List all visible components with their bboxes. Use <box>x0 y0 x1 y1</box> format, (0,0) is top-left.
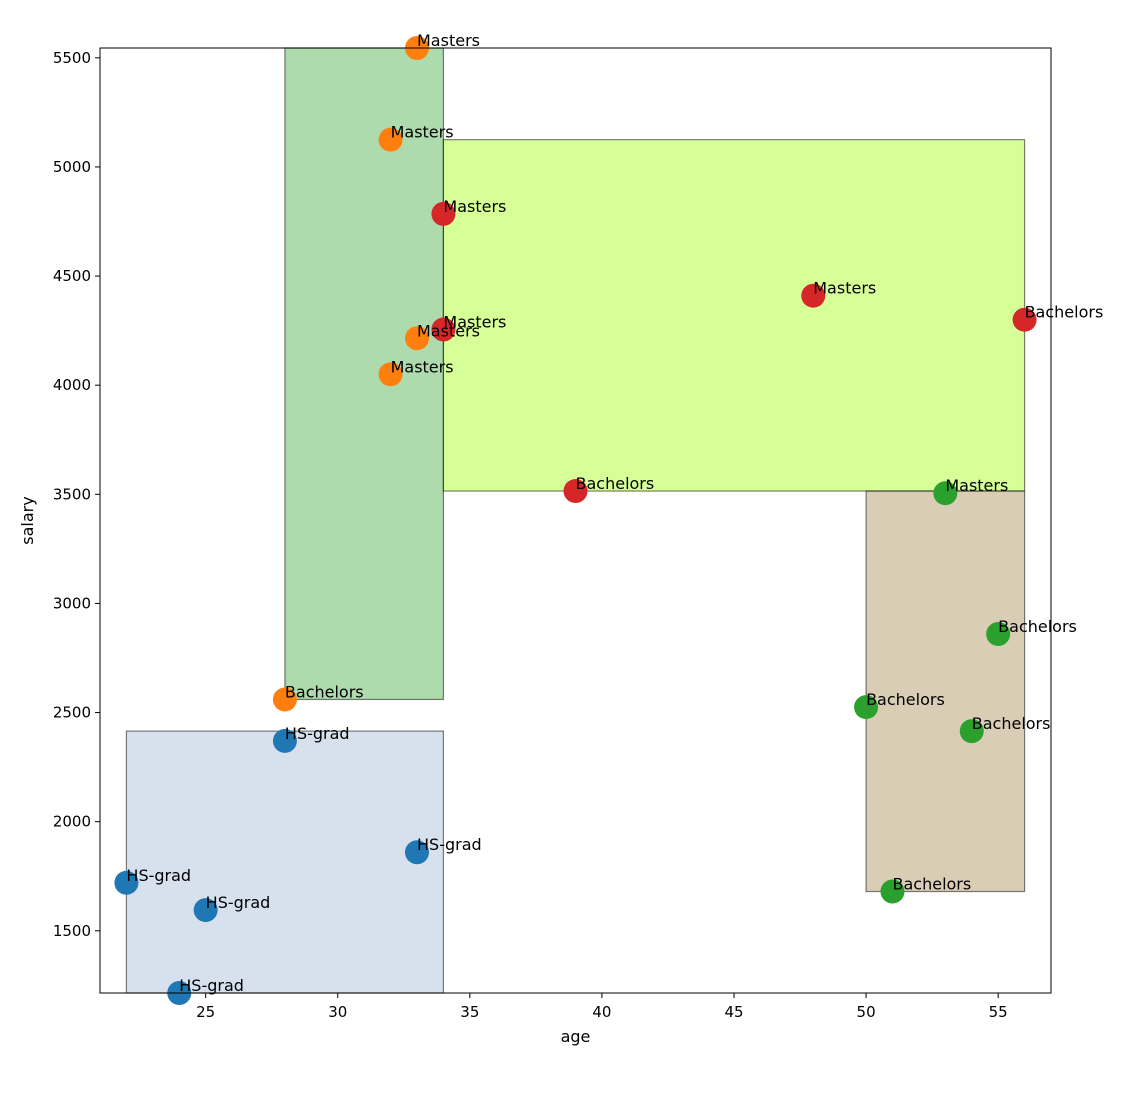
point-label: Masters <box>417 31 480 50</box>
y-axis-label: salary <box>18 496 37 544</box>
point-label: Bachelors <box>576 474 655 493</box>
y-tick-label: 2000 <box>53 813 91 831</box>
data-point <box>1012 307 1037 332</box>
x-tick-label: 25 <box>196 1003 215 1021</box>
region-rect-2 <box>284 47 445 701</box>
point-label: Masters <box>417 321 480 340</box>
data-point <box>431 201 456 226</box>
x-tick-label: 30 <box>328 1003 347 1021</box>
x-tick-label: 45 <box>724 1003 743 1021</box>
point-label: Masters <box>443 313 506 332</box>
y-tick-label: 3500 <box>53 485 91 503</box>
point-label: Bachelors <box>285 682 364 701</box>
data-point <box>378 127 403 152</box>
data-point <box>378 362 403 387</box>
region-rect-3 <box>442 139 1026 492</box>
y-tick-label: 1500 <box>53 922 91 940</box>
region-rect-1 <box>125 730 445 994</box>
point-label: Bachelors <box>866 690 945 709</box>
y-tick-label: 4000 <box>53 376 91 394</box>
point-label: Masters <box>443 197 506 216</box>
point-label: Bachelors <box>998 617 1077 636</box>
point-label: Masters <box>391 357 454 376</box>
point-label: Masters <box>391 123 454 142</box>
point-label: HS-grad <box>206 893 271 912</box>
data-point <box>272 728 297 753</box>
data-point <box>431 317 456 342</box>
point-label: Masters <box>813 279 876 298</box>
x-axis: 25 30 35 40 45 50 55 <box>196 993 1008 1021</box>
region-layer <box>125 47 1026 994</box>
data-point <box>880 879 905 904</box>
point-label: HS-grad <box>285 724 350 743</box>
x-tick-label: 50 <box>857 1003 876 1021</box>
data-point <box>114 870 139 895</box>
x-tick-label: 35 <box>460 1003 479 1021</box>
data-point <box>933 481 958 506</box>
region-rect-4 <box>865 490 1026 893</box>
point-label: Bachelors <box>972 714 1051 733</box>
data-point <box>986 621 1011 646</box>
data-point <box>801 283 826 308</box>
point-label: Bachelors <box>1025 303 1104 322</box>
y-tick-label: 5000 <box>53 158 91 176</box>
x-tick-label: 40 <box>592 1003 611 1021</box>
data-point <box>193 898 218 923</box>
point-layer <box>114 36 1037 1005</box>
data-point <box>563 479 588 504</box>
y-tick-label: 2500 <box>53 704 91 722</box>
y-tick-label: 4500 <box>53 267 91 285</box>
point-label: HS-grad <box>417 835 482 854</box>
x-tick-label: 55 <box>989 1003 1008 1021</box>
data-point <box>272 687 297 712</box>
data-point <box>854 695 879 720</box>
point-label: HS-grad <box>179 976 244 995</box>
point-label: Masters <box>945 476 1008 495</box>
plot-frame <box>99 47 1052 994</box>
point-label: HS-grad <box>126 866 191 885</box>
data-point <box>959 719 984 744</box>
point-label: Bachelors <box>893 875 972 894</box>
y-tick-label: 5500 <box>53 49 91 67</box>
data-point <box>405 326 429 351</box>
y-axis: 1500 2000 2500 3000 3500 4000 4500 5000 5500 <box>53 49 100 940</box>
y-tick-label: 3000 <box>53 594 91 612</box>
data-point <box>405 840 429 865</box>
point-label-layer: HS-grad HS-grad HS-grad HS-grad HS-grad Bache… <box>126 31 1103 995</box>
x-axis-label: age <box>561 1027 591 1046</box>
